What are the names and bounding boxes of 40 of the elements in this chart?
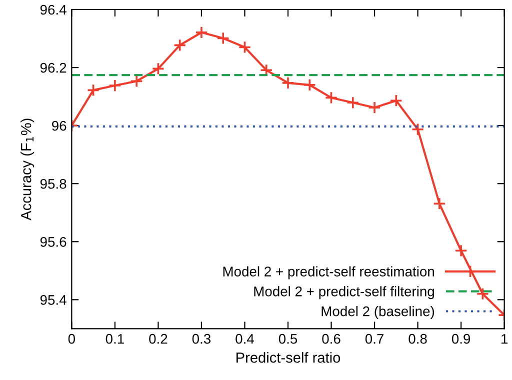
point xyxy=(411,122,424,136)
point xyxy=(152,62,165,76)
point xyxy=(216,32,230,45)
x-tick-label: 0.2 xyxy=(149,334,168,344)
x-tick-label: 0.8 xyxy=(408,334,427,344)
x-tick-label: 1 xyxy=(502,334,508,344)
point xyxy=(390,94,403,108)
point xyxy=(173,38,186,52)
point xyxy=(324,91,338,104)
x-tick-label: 0.5 xyxy=(278,334,298,344)
x-tick-label: 0.6 xyxy=(322,334,340,344)
point xyxy=(130,74,144,88)
x-tick-label: 0 xyxy=(68,334,75,344)
legend-label: Model 2 + predict-self filtering xyxy=(254,286,434,300)
point xyxy=(195,26,208,39)
point xyxy=(86,84,100,97)
point xyxy=(368,101,381,114)
y-tick-label: 96.4 xyxy=(40,4,66,15)
y-tick-label: 95.4 xyxy=(40,295,66,305)
point xyxy=(282,76,294,90)
y-tick-label: 96.2 xyxy=(40,62,66,73)
legend-label: Model 2 (baseline) xyxy=(322,306,434,319)
point xyxy=(303,78,316,92)
x-axis-title: Predict-self ratio xyxy=(236,352,340,363)
x-tick-label: 0.9 xyxy=(452,334,470,344)
point xyxy=(346,96,360,110)
point xyxy=(476,287,490,300)
x-tick-label: 0.4 xyxy=(236,334,254,344)
y-tick-label: 96 xyxy=(52,120,66,131)
legend-label: Model 2 + predict-self reestimation xyxy=(223,266,434,280)
y-axis-title: Accuracy (F$_{1}$%) xyxy=(20,118,34,220)
point xyxy=(238,40,252,54)
x-tick-label: 0.3 xyxy=(192,334,211,344)
y-tick-label: 95.8 xyxy=(40,178,66,189)
y-tick-label: 95.6 xyxy=(40,236,66,247)
x-tick-label: 0.1 xyxy=(106,334,124,344)
point xyxy=(108,79,122,92)
point xyxy=(432,197,446,210)
x-tick-label: 0.7 xyxy=(365,334,384,344)
point xyxy=(454,244,468,258)
